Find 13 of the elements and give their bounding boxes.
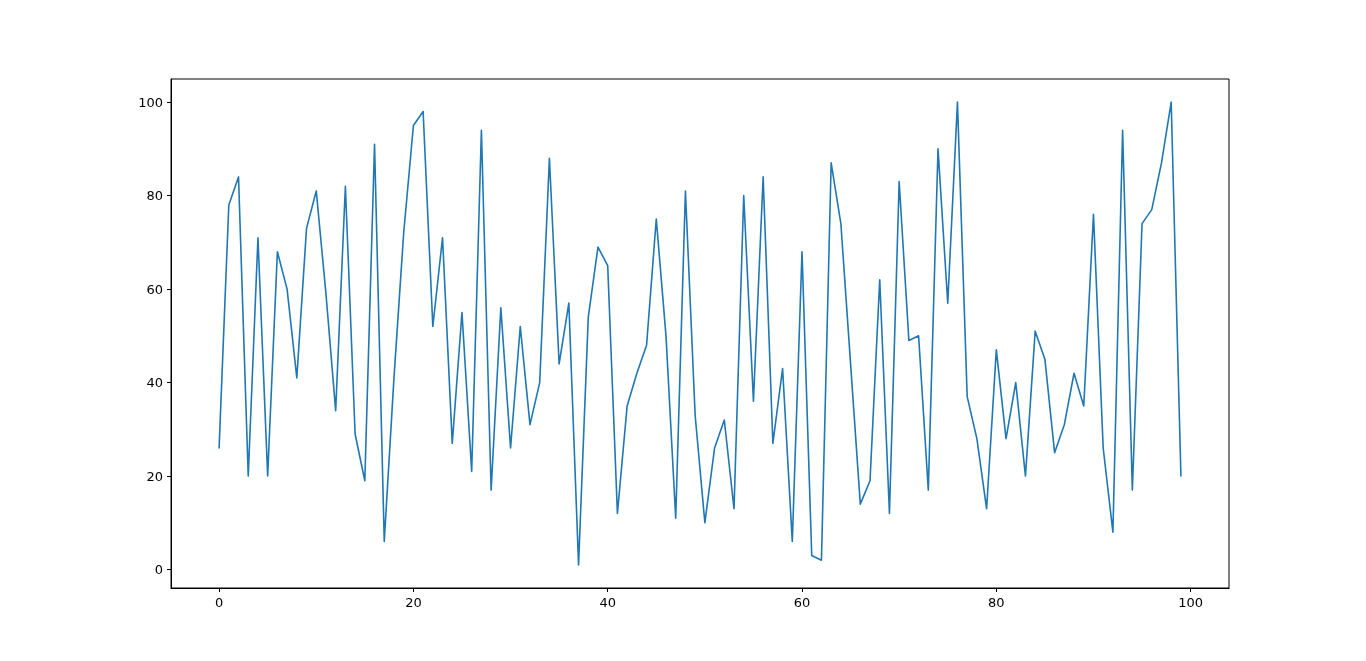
y-tick-label: 80 (146, 188, 163, 204)
x-tick-label: 80 (988, 595, 1005, 610)
x-tick-label: 100 (1178, 595, 1204, 610)
x-tick-label: 60 (793, 595, 811, 610)
y-tick-label: 20 (146, 468, 163, 484)
x-tick-label: 20 (405, 595, 422, 610)
y-tick-label: 100 (138, 94, 163, 110)
y-tick-label: 40 (146, 375, 163, 391)
x-tick-label: 0 (214, 595, 224, 610)
y-tick-label: 60 (146, 281, 163, 297)
y-tick-label: 0 (154, 562, 163, 578)
line-series (218, 101, 1182, 566)
x-tick-label: 40 (599, 595, 616, 610)
